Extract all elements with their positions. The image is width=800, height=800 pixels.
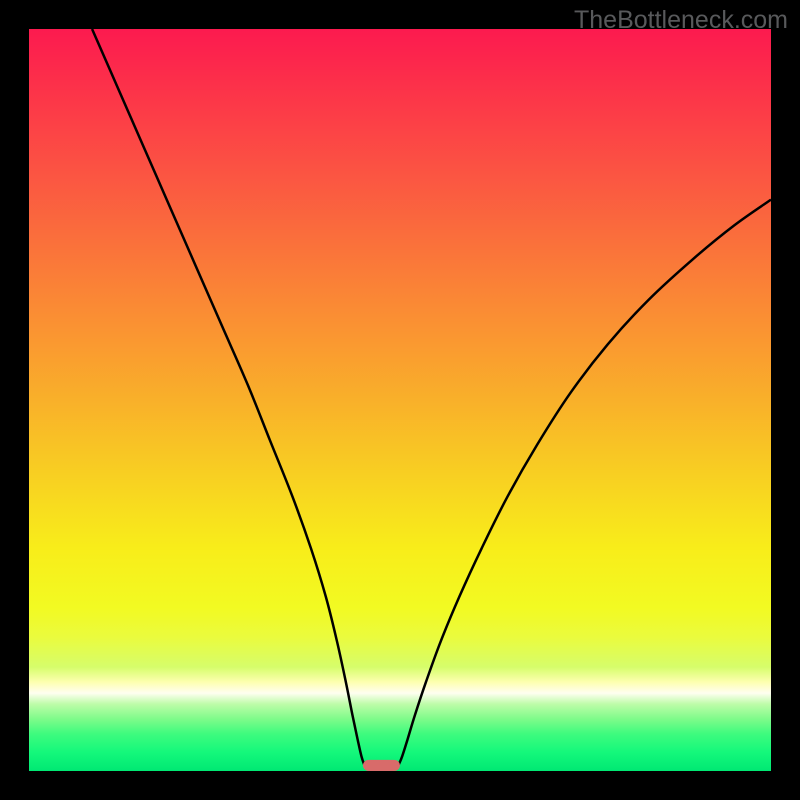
curve-overlay bbox=[29, 29, 771, 771]
curve-right-branch bbox=[396, 200, 771, 770]
bottom-marker bbox=[363, 760, 400, 771]
chart-container: TheBottleneck.com bbox=[0, 0, 800, 800]
watermark-text: TheBottleneck.com bbox=[574, 6, 788, 35]
plot-area bbox=[29, 29, 771, 771]
curve-left-branch bbox=[92, 29, 367, 770]
